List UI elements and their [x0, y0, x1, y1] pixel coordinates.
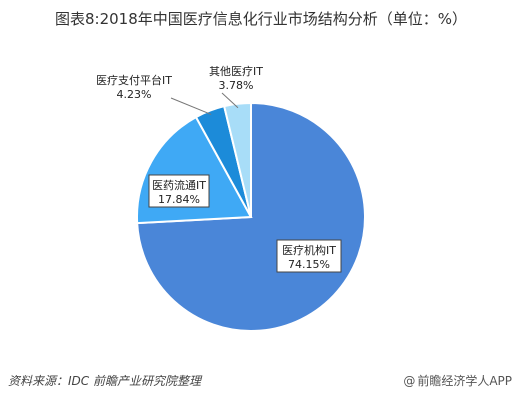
data-label-payment-platform-it: 4.23%	[117, 88, 152, 101]
source-note: 资料来源：IDC 前瞻产业研究院整理	[8, 374, 201, 388]
at-icon: @	[403, 374, 416, 388]
data-label-other-medical-it: 3.78%	[219, 79, 254, 92]
pie-slice-other-medical-it	[222, 101, 252, 218]
data-label-hospital-it: 74.15%	[288, 258, 330, 271]
slice-label-pharma-distribution-it: 医药流通IT	[152, 178, 206, 192]
data-label-pharma-distribution-it: 17.84%	[158, 193, 200, 206]
data-label-box-hospital-it	[276, 239, 342, 273]
leader-line-other-medical-it	[221, 92, 239, 109]
brand-label: @ 前瞻经济学人APP	[403, 372, 512, 389]
slice-label-payment-platform-it: 医疗支付平台IT	[96, 73, 172, 87]
slice-label-other-medical-it: 其他医疗IT	[209, 64, 263, 78]
chart-title: 图表8:2018年中国医疗信息化行业市场结构分析（单位：%）	[54, 10, 468, 28]
leader-line-payment-platform-it	[170, 97, 212, 115]
data-label-box-pharma-distribution-it	[148, 174, 210, 208]
slice-label-hospital-it: 医疗机构IT	[282, 243, 336, 257]
brand-text: 前瞻经济学人APP	[417, 374, 512, 388]
